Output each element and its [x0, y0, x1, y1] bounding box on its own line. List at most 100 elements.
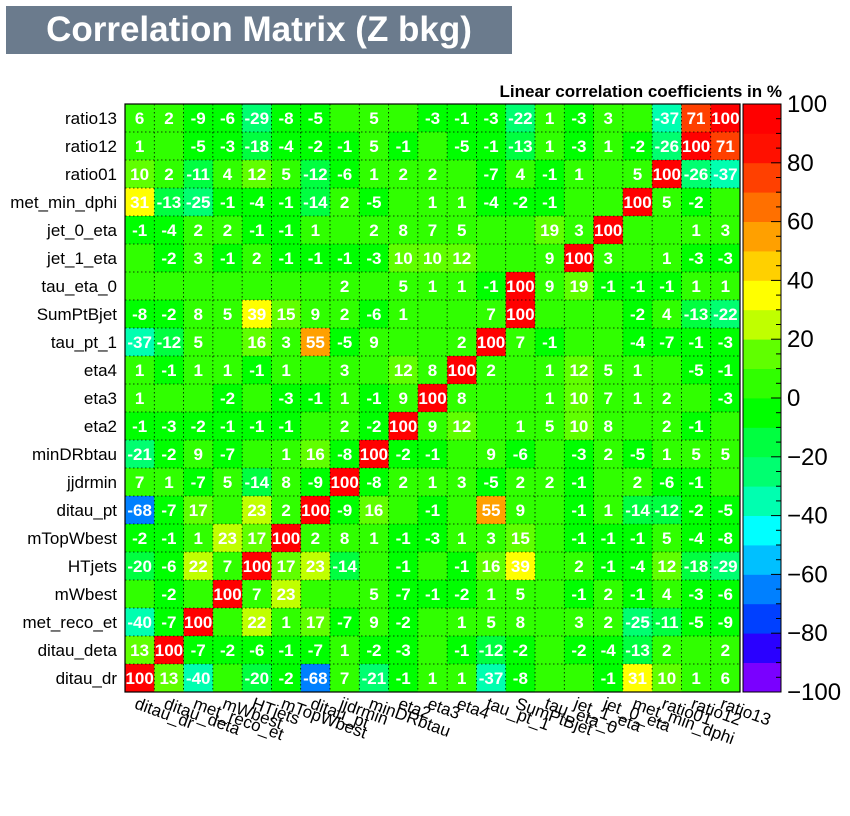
cell-value-label: 55 — [482, 501, 501, 520]
heatmap-cell — [300, 384, 331, 413]
cell-value-label: -1 — [132, 221, 147, 240]
cell-value-label: -7 — [396, 585, 411, 604]
heatmap-cell — [564, 384, 594, 413]
heatmap-cell — [212, 216, 243, 245]
cell-value-label: -20 — [245, 669, 270, 688]
heatmap-cell — [622, 160, 653, 189]
heatmap-cell — [535, 664, 565, 693]
cell-value-label: -1 — [279, 641, 294, 660]
heatmap-cell — [476, 216, 507, 245]
heatmap-cell — [242, 356, 272, 385]
heatmap-cell — [417, 328, 448, 357]
heatmap-cell — [212, 356, 243, 385]
heatmap-cell — [447, 356, 477, 385]
heatmap-cell — [125, 244, 155, 273]
cell-value-label: 2 — [369, 221, 378, 240]
heatmap-cell — [593, 552, 624, 581]
cell-value-label: -1 — [308, 249, 323, 268]
heatmap-cell — [388, 104, 419, 133]
color-scale-segment — [743, 221, 781, 252]
heatmap-cell — [125, 300, 155, 329]
cell-value-label: 2 — [223, 221, 232, 240]
heatmap-cell — [505, 412, 536, 441]
heatmap-cell — [417, 664, 448, 693]
heatmap-cell — [417, 160, 448, 189]
color-scale-segment — [743, 104, 781, 134]
heatmap-cell — [242, 552, 272, 581]
heatmap-cell — [447, 104, 477, 133]
heatmap-cell — [652, 524, 682, 553]
heatmap-cell — [710, 468, 741, 497]
y-tick-label: eta3 — [84, 389, 117, 408]
heatmap-cell — [300, 468, 331, 497]
color-scale-label: −20 — [787, 444, 828, 471]
color-scale-label: −80 — [787, 620, 828, 647]
heatmap-cell — [154, 272, 184, 301]
heatmap-cell — [447, 412, 477, 441]
heatmap-cell — [154, 188, 184, 217]
cell-value-label: -3 — [718, 333, 733, 352]
cell-value-label: 10 — [569, 417, 588, 436]
heatmap-cell — [125, 524, 155, 553]
heatmap-cell — [652, 496, 682, 525]
heatmap-cell — [183, 244, 214, 273]
heatmap-cell — [212, 132, 243, 161]
heatmap-cell — [330, 440, 360, 469]
cell-value-label: -2 — [366, 417, 381, 436]
heatmap-cell — [476, 384, 507, 413]
cell-value-label: 10 — [394, 249, 413, 268]
cell-value-label: -3 — [366, 249, 381, 268]
cell-value-label: 9 — [369, 333, 378, 352]
heatmap-cell — [125, 104, 155, 133]
cell-value-label: -2 — [513, 641, 528, 660]
cell-value-label: -5 — [630, 445, 645, 464]
heatmap-cell — [652, 188, 682, 217]
cell-value-label: -2 — [308, 137, 323, 156]
heatmap-cell — [154, 608, 184, 637]
heatmap-cell — [359, 440, 389, 469]
heatmap-cell — [535, 328, 565, 357]
heatmap-cell — [212, 104, 243, 133]
heatmap-cell — [154, 552, 184, 581]
heatmap-cell — [535, 468, 565, 497]
cell-value-label: -2 — [630, 305, 645, 324]
cell-value-label: 12 — [657, 557, 676, 576]
cell-value-label: -5 — [308, 109, 323, 128]
heatmap-cell — [564, 356, 594, 385]
y-tick-label: mWbest — [55, 585, 118, 604]
cell-value-label: 1 — [603, 137, 612, 156]
cell-value-label: -13 — [684, 305, 709, 324]
heatmap-cell — [154, 468, 184, 497]
color-scale-segment — [743, 456, 781, 487]
heatmap-cell — [710, 244, 741, 273]
cell-value-label: 2 — [398, 165, 407, 184]
heatmap-cell — [300, 496, 331, 525]
heatmap-cell — [271, 272, 302, 301]
cell-value-label: -1 — [454, 641, 469, 660]
cell-value-label: 100 — [330, 473, 358, 492]
heatmap-cell — [447, 160, 477, 189]
cell-value-label: -7 — [191, 641, 206, 660]
heatmap-cell — [300, 104, 331, 133]
cell-value-label: 100 — [506, 305, 534, 324]
cell-value-label: -1 — [601, 557, 616, 576]
heatmap-cell — [271, 552, 302, 581]
heatmap-cell — [593, 384, 624, 413]
cell-value-label: -2 — [220, 389, 235, 408]
cell-value-label: -14 — [303, 193, 328, 212]
heatmap-cell — [271, 636, 302, 665]
heatmap-cell — [505, 384, 536, 413]
heatmap-cell — [359, 664, 389, 693]
cell-value-label: -68 — [303, 669, 328, 688]
heatmap-cell — [710, 664, 741, 693]
heatmap-cell — [212, 300, 243, 329]
cell-value-label: 5 — [662, 529, 671, 548]
heatmap-cell — [125, 188, 155, 217]
heatmap-cell — [505, 468, 536, 497]
cell-value-label: 12 — [452, 249, 471, 268]
heatmap-cell — [505, 300, 536, 329]
cell-value-label: 1 — [633, 389, 642, 408]
cell-value-label: -1 — [279, 249, 294, 268]
heatmap-cell — [681, 160, 712, 189]
